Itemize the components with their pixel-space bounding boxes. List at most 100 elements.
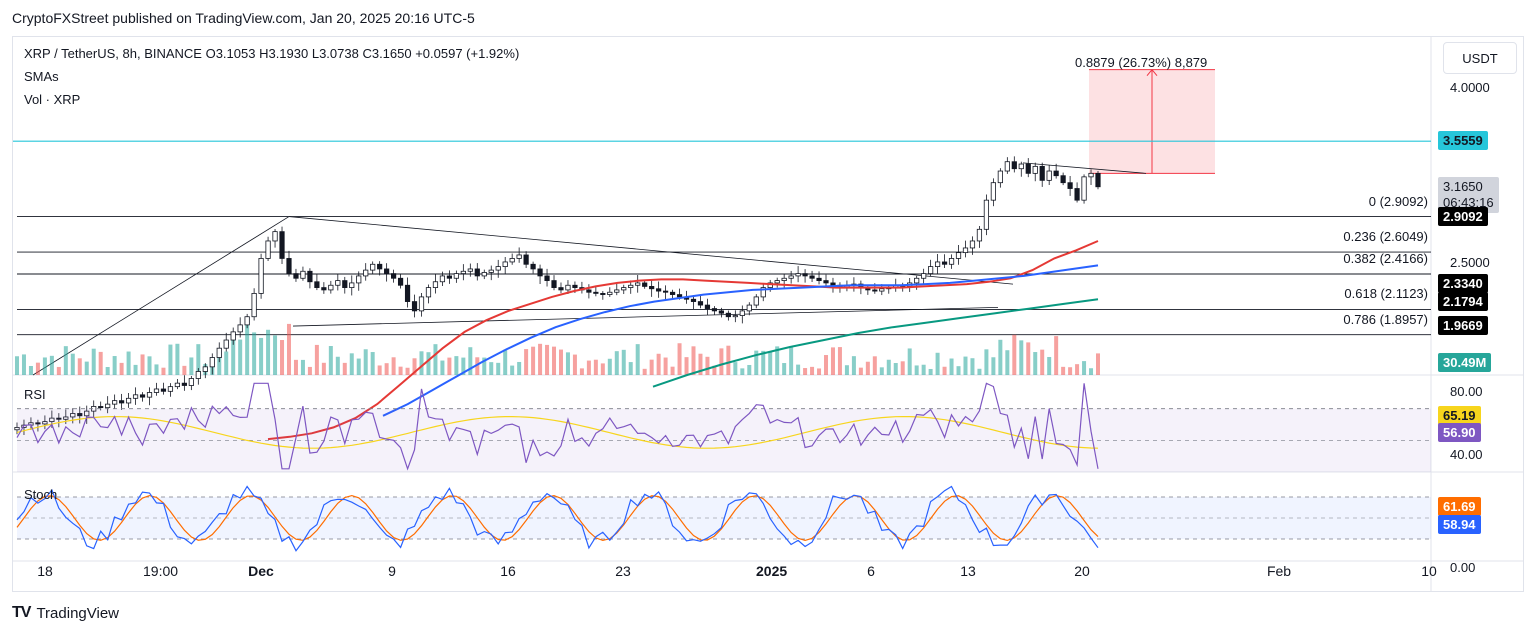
- candle-body: [928, 266, 934, 275]
- volume-bar: [1019, 340, 1024, 375]
- volume-bar: [858, 367, 863, 375]
- volume-bar: [963, 356, 968, 375]
- candle-body: [781, 277, 787, 281]
- volume-bar: [307, 366, 312, 375]
- candle-body: [314, 281, 320, 288]
- volume-bar: [342, 362, 347, 375]
- volume-bar: [531, 346, 536, 375]
- candle-body: [628, 284, 634, 288]
- candle-body: [244, 316, 250, 326]
- candle-body: [934, 261, 941, 268]
- time-tick: Dec: [248, 563, 274, 579]
- volume-bar: [970, 358, 975, 375]
- candle-body: [509, 258, 515, 263]
- volume-bar: [1047, 356, 1052, 375]
- candle-body: [251, 293, 257, 318]
- volume-bar: [147, 356, 152, 375]
- time-tick: Feb: [1266, 563, 1292, 579]
- volume-bar: [607, 358, 612, 375]
- volume-bar: [119, 362, 124, 375]
- sma-slow-line: [652, 298, 1099, 388]
- bar-countdown: 06:43:16: [1443, 194, 1494, 210]
- volume-bar: [712, 365, 717, 375]
- candle-body: [460, 270, 466, 275]
- candle-body: [1081, 176, 1087, 201]
- volume-bar: [691, 346, 696, 375]
- time-tick: 23: [615, 563, 631, 579]
- candle-body: [544, 275, 550, 281]
- candle-body: [753, 296, 759, 306]
- volume-bar: [196, 344, 201, 375]
- volume-bar: [928, 368, 933, 375]
- candle-body: [983, 199, 990, 230]
- chart-canvas[interactable]: [13, 37, 1523, 591]
- volume-legend[interactable]: Vol · XRP: [24, 92, 81, 107]
- candle-body: [181, 382, 187, 386]
- candle-body: [153, 388, 160, 393]
- volume-bar: [719, 348, 724, 375]
- candle-body: [139, 394, 146, 398]
- volume-bar: [273, 335, 278, 375]
- last-price-value: 3.1650: [1443, 178, 1483, 194]
- candle-body: [488, 269, 494, 273]
- volume-bar: [482, 357, 487, 375]
- volume-bar: [70, 353, 75, 375]
- volume-bar: [935, 352, 940, 375]
- candle-body: [802, 273, 808, 277]
- volume-bar: [552, 346, 557, 375]
- volume-bar: [489, 362, 494, 375]
- candle-body: [1053, 170, 1059, 177]
- candle-body: [209, 357, 215, 368]
- time-tick: 19:00: [143, 563, 179, 579]
- symbol-legend[interactable]: XRP / TetherUS, 8h, BINANCE O3.1053 H3.1…: [24, 46, 520, 61]
- candle-body: [63, 416, 69, 420]
- volume-bar: [789, 347, 794, 375]
- volume-bar: [824, 355, 829, 375]
- volume-bar: [321, 362, 326, 375]
- candle-body: [425, 287, 432, 298]
- volume-bar: [293, 359, 298, 375]
- candle-body: [746, 304, 752, 312]
- volume-bar: [56, 366, 61, 375]
- triangle-lower-line: [292, 307, 999, 327]
- candle-body: [809, 275, 815, 279]
- candle-body: [502, 261, 508, 268]
- candle-body: [1004, 161, 1010, 172]
- chart-frame[interactable]: [12, 36, 1524, 592]
- fib-label-0-786: 0.786 (1.8957): [1343, 311, 1428, 327]
- volume-bar: [356, 358, 361, 375]
- candle-body: [321, 287, 327, 291]
- volume-bar: [865, 361, 870, 375]
- volume-bar: [677, 343, 682, 375]
- candle-body: [112, 400, 118, 405]
- volume-bar: [286, 323, 291, 375]
- candle-body: [370, 263, 376, 271]
- candle-body: [788, 275, 794, 279]
- candle-body: [230, 331, 236, 341]
- candle-body: [955, 252, 962, 259]
- volume-bar: [538, 343, 543, 375]
- candle-body: [335, 280, 341, 286]
- candle-body: [125, 397, 132, 404]
- candle-body: [49, 417, 55, 423]
- candle-body: [1032, 165, 1038, 174]
- volume-bar: [942, 366, 947, 375]
- candle-body: [77, 413, 83, 417]
- rsi-title[interactable]: RSI: [24, 387, 46, 402]
- volume-bar: [1075, 364, 1080, 375]
- candle-body: [537, 268, 543, 277]
- candle-body: [823, 280, 829, 284]
- candle-body: [35, 422, 41, 425]
- candle-body: [516, 254, 522, 259]
- candle-body: [739, 310, 745, 316]
- candle-body: [397, 277, 404, 286]
- volume-bar: [803, 368, 808, 375]
- candle-body: [84, 410, 90, 417]
- sma-legend[interactable]: SMAs: [24, 69, 59, 84]
- stoch-title[interactable]: Stoch: [24, 487, 58, 502]
- candle-body: [411, 301, 418, 312]
- currency-button[interactable]: USDT: [1443, 42, 1517, 74]
- candle-body: [286, 258, 292, 274]
- volume-bar: [810, 366, 815, 375]
- volume-bar: [259, 337, 264, 375]
